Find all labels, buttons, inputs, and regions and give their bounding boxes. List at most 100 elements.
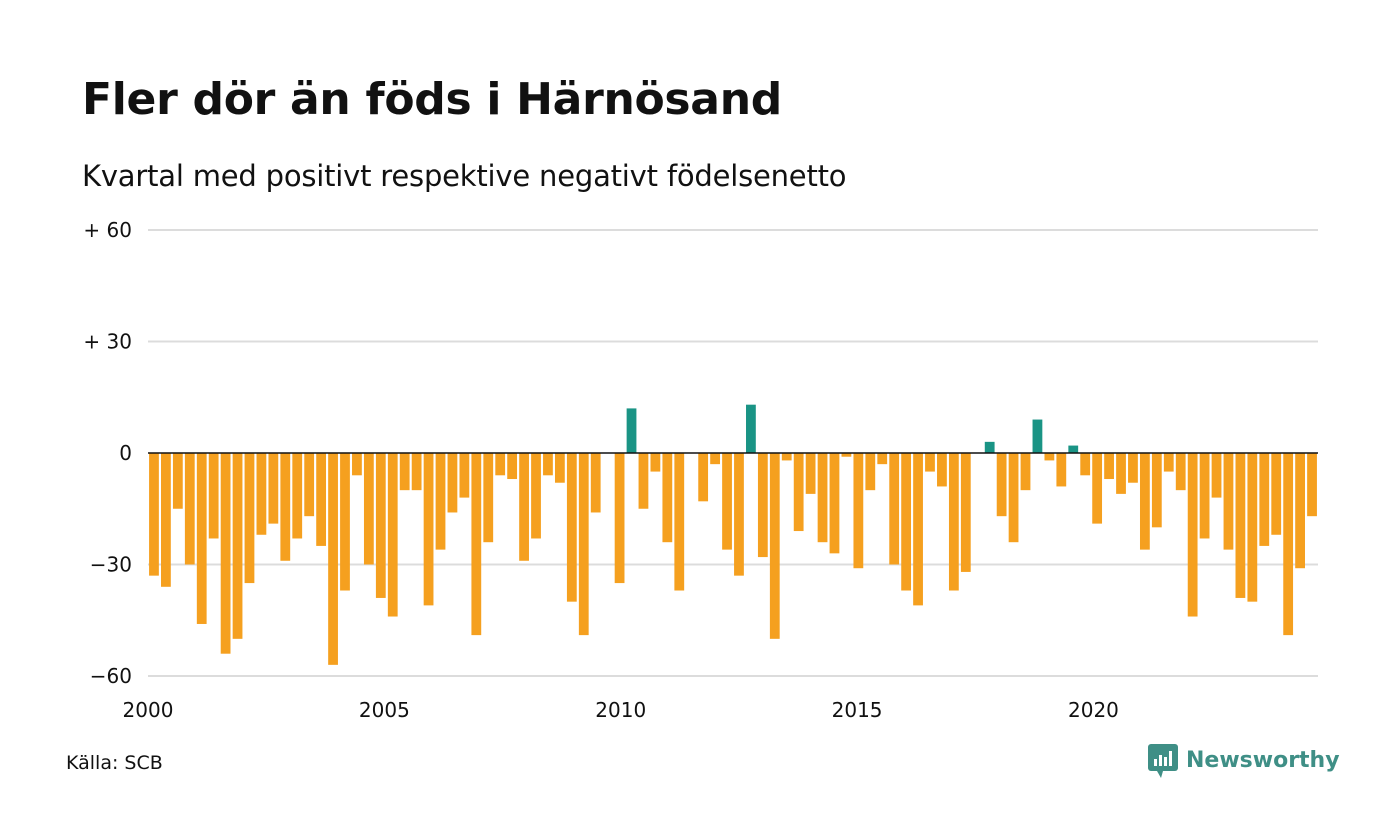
y-tick-label: 0 [119,441,132,465]
x-tick-label: 2010 [595,698,646,722]
bar [161,453,171,587]
bar [244,453,255,584]
bar [746,404,756,453]
bar [1259,453,1270,546]
bar [1271,453,1282,535]
bar [734,453,744,576]
bar [256,453,267,535]
bar [710,453,720,465]
bar [1199,453,1210,539]
bar [853,453,864,569]
bar [829,453,840,554]
bar [435,453,446,550]
bar [674,453,685,591]
bar [1283,453,1294,636]
bar [447,453,458,513]
bar [423,453,434,606]
bar [865,453,876,491]
bar [387,453,398,617]
bar [375,453,386,598]
bar [1056,453,1067,487]
x-axis-labels: 2000 2005 2010 2015 2020 [123,698,1119,722]
x-tick-label: 2015 [832,698,883,722]
bar [889,453,900,565]
bar [1247,453,1258,602]
bar [1151,453,1162,528]
bar [543,453,553,476]
bar [841,453,852,457]
bar [232,453,243,639]
source-note: Källa: SCB [66,752,163,774]
bar [1175,453,1186,491]
bar [877,453,888,465]
bar [304,453,315,517]
bar [1187,453,1198,617]
y-tick-label: −30 [90,553,132,577]
y-tick-label: + 30 [83,330,132,354]
bar [984,441,995,453]
bar [483,453,494,543]
bar [184,453,195,565]
bar [1211,453,1222,498]
bar [268,453,279,524]
bar [1307,453,1317,517]
bar [495,453,506,476]
bar [590,453,601,513]
bar [554,453,565,483]
bar [626,408,637,453]
bar [901,453,912,591]
bar [781,453,792,461]
bar [1223,453,1234,550]
bar [1295,453,1305,569]
bar [1044,453,1055,461]
bar [996,453,1007,517]
bar [363,453,374,565]
x-tick-label: 2020 [1068,698,1119,722]
bar [292,453,303,539]
bar [352,453,362,476]
bar [566,453,577,602]
bar [913,453,923,606]
bar [925,453,935,472]
bar [172,453,183,509]
y-tick-label: −60 [90,664,132,688]
brand-name: Newsworthy [1186,748,1340,773]
y-axis-labels: + 60 + 30 0 −30 −60 [83,218,132,688]
bar [1068,445,1079,453]
bar [280,453,291,561]
bar [817,453,828,543]
bar [937,453,947,487]
bar [531,453,541,539]
bar [196,453,207,624]
bar [722,453,732,550]
chart-subtitle: Kvartal med positivt respektive negativt… [82,159,847,193]
bar [757,453,768,558]
bar [805,453,816,494]
bar [650,453,661,472]
bar [399,453,410,491]
newsworthy-logo-icon [1148,744,1178,778]
bar [698,453,709,502]
bar [340,453,350,591]
bar [1116,453,1126,494]
bar [1008,453,1019,543]
x-tick-label: 2005 [359,698,410,722]
bar [220,453,231,654]
chart-title: Fler dör än föds i Härnösand [82,74,782,125]
bar [793,453,804,532]
bar [1235,453,1246,598]
bar [149,453,159,576]
bar [1104,453,1114,480]
bar [948,453,959,591]
bars [149,404,1317,665]
bar [328,453,338,665]
bar [519,453,529,561]
brand-logo: Newsworthy [1148,744,1340,778]
bar [507,453,518,480]
bar [614,453,625,584]
bar [471,453,482,636]
bar [638,453,649,509]
bar [578,453,589,636]
bar [1032,419,1043,453]
